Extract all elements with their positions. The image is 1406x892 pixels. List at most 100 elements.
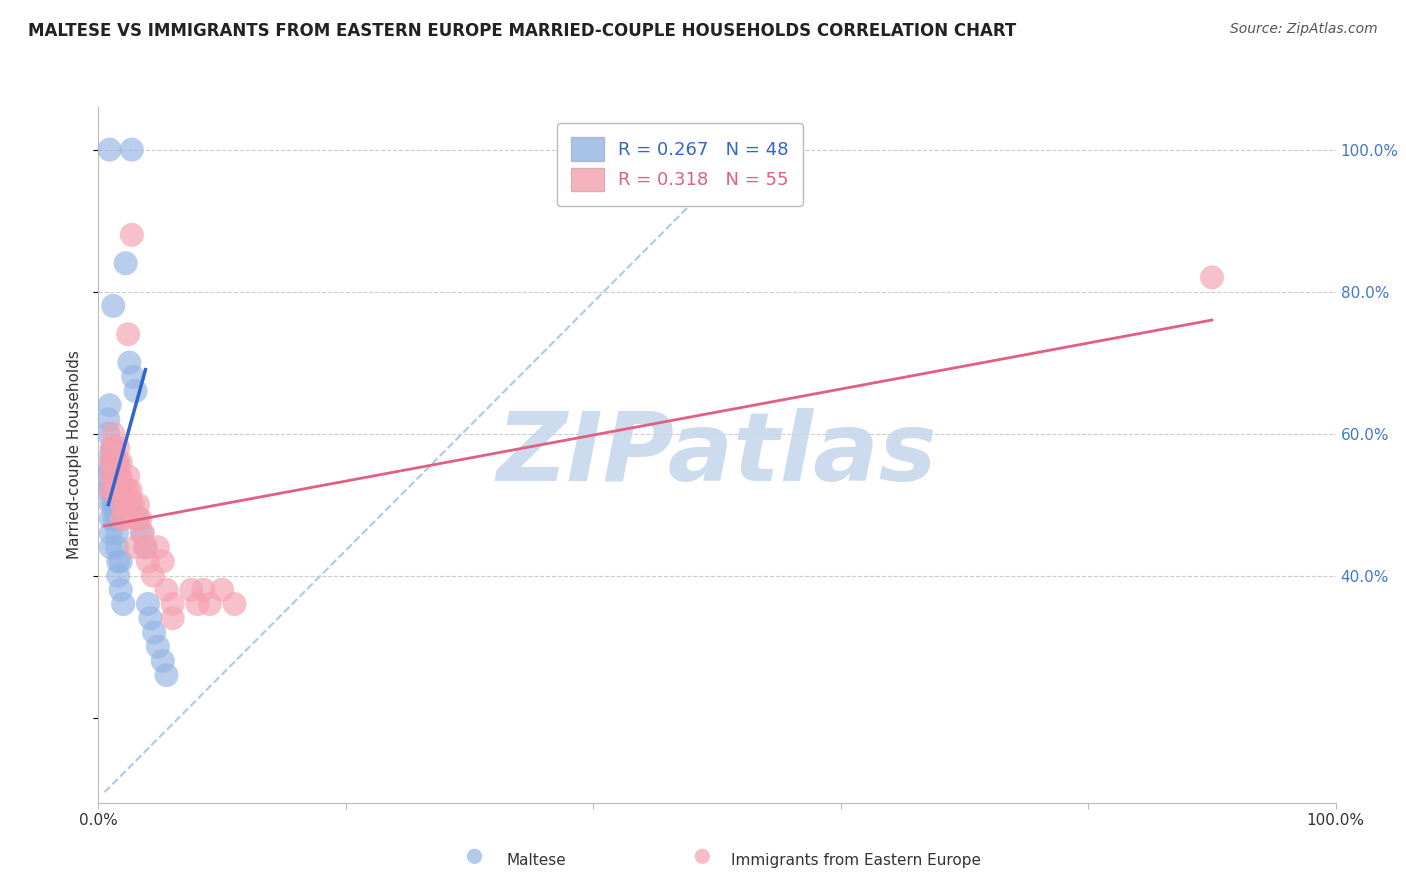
Point <box>224 597 246 611</box>
Point <box>101 455 124 469</box>
Point <box>103 483 125 498</box>
Point <box>103 498 125 512</box>
Point <box>105 540 128 554</box>
Point <box>105 483 128 498</box>
Point <box>105 498 128 512</box>
Point <box>114 483 136 498</box>
Point <box>104 469 127 483</box>
Point <box>124 384 146 398</box>
Point <box>1201 270 1223 285</box>
Point <box>96 483 118 498</box>
Point <box>108 469 131 483</box>
Point <box>103 469 125 483</box>
Point <box>100 498 122 512</box>
Point <box>110 483 132 498</box>
Point <box>97 426 120 441</box>
Point <box>101 441 124 455</box>
Point <box>136 554 159 568</box>
Point <box>103 483 125 498</box>
Point <box>100 483 122 498</box>
Point <box>104 469 127 483</box>
Point <box>105 512 128 526</box>
Point <box>105 526 128 541</box>
Point <box>193 582 215 597</box>
Point <box>120 498 142 512</box>
Point <box>103 455 125 469</box>
Point <box>127 512 149 526</box>
Point <box>98 143 121 157</box>
Point <box>104 455 127 469</box>
Point <box>110 582 132 597</box>
Point <box>100 512 122 526</box>
Point <box>107 568 129 582</box>
Point <box>105 455 128 469</box>
Point <box>117 483 139 498</box>
Point <box>124 540 146 554</box>
Point <box>134 540 156 554</box>
Point <box>100 469 122 483</box>
Point <box>162 597 184 611</box>
Point <box>108 483 131 498</box>
Point <box>198 597 221 611</box>
Point <box>100 462 122 476</box>
Point <box>127 498 149 512</box>
Point <box>100 483 122 498</box>
Point <box>121 143 143 157</box>
Text: ZIPatlas: ZIPatlas <box>496 409 938 501</box>
Point <box>155 668 177 682</box>
Point <box>103 469 125 483</box>
Point <box>103 512 125 526</box>
Point <box>124 512 146 526</box>
Point <box>112 512 135 526</box>
Point <box>152 554 174 568</box>
Point <box>186 597 208 611</box>
Point <box>118 356 141 370</box>
Text: Immigrants from Eastern Europe: Immigrants from Eastern Europe <box>731 854 981 868</box>
Point <box>122 369 145 384</box>
Point <box>155 582 177 597</box>
Point <box>139 611 162 625</box>
Point <box>104 483 127 498</box>
Point <box>97 412 120 426</box>
Legend: R = 0.267   N = 48, R = 0.318   N = 55: R = 0.267 N = 48, R = 0.318 N = 55 <box>557 123 803 205</box>
Point <box>136 597 159 611</box>
Point <box>132 526 155 541</box>
Point <box>211 582 233 597</box>
Point <box>146 540 169 554</box>
Point <box>101 441 124 455</box>
Text: MALTESE VS IMMIGRANTS FROM EASTERN EUROPE MARRIED-COUPLE HOUSEHOLDS CORRELATION : MALTESE VS IMMIGRANTS FROM EASTERN EUROP… <box>28 22 1017 40</box>
Point <box>146 640 169 654</box>
Point <box>100 540 122 554</box>
Point <box>112 498 135 512</box>
Point <box>180 582 202 597</box>
Point <box>143 625 166 640</box>
Point <box>464 849 486 863</box>
Point <box>104 483 127 498</box>
Text: Source: ZipAtlas.com: Source: ZipAtlas.com <box>1230 22 1378 37</box>
Point <box>100 448 122 462</box>
Point <box>107 554 129 568</box>
Point <box>103 299 125 313</box>
Text: Maltese: Maltese <box>506 854 565 868</box>
Point <box>117 469 139 483</box>
Point <box>692 849 714 863</box>
Point <box>142 568 165 582</box>
Point <box>103 441 125 455</box>
Point <box>98 398 121 412</box>
Point <box>117 327 139 342</box>
Point <box>129 512 152 526</box>
Y-axis label: Married-couple Households: Married-couple Households <box>67 351 83 559</box>
Point <box>112 597 135 611</box>
Point <box>103 426 125 441</box>
Point <box>107 455 129 469</box>
Point <box>114 256 136 270</box>
Point <box>111 512 134 526</box>
Point <box>100 526 122 541</box>
Point <box>105 469 128 483</box>
Point <box>103 498 125 512</box>
Point <box>122 498 145 512</box>
Point <box>134 540 156 554</box>
Point <box>121 227 143 242</box>
Point <box>162 611 184 625</box>
Point <box>152 654 174 668</box>
